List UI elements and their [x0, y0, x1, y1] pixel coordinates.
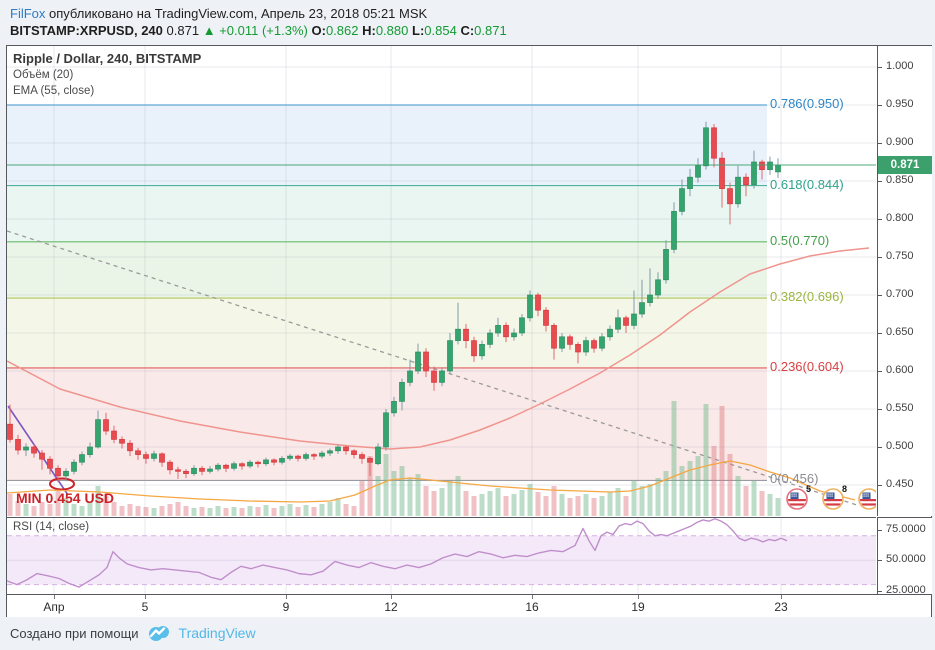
price-axis-tick	[878, 485, 882, 486]
rsi-axis-tick	[878, 590, 882, 592]
last-price-badge: 0.871	[878, 156, 932, 175]
last-price: 0.871	[166, 23, 200, 38]
time-axis-label: 23	[774, 600, 788, 614]
event-count: 8	[841, 484, 847, 494]
price-axis-tick	[878, 295, 882, 296]
rsi-legend: RSI (14, close)	[13, 521, 90, 533]
price-axis-label: 0.850	[886, 174, 914, 186]
publish-line: FilFox опубликовано на TradingView.com, …	[10, 5, 427, 22]
close-label: C:	[460, 23, 475, 38]
price-axis-tick	[878, 219, 882, 220]
price-axis-tick	[878, 447, 882, 448]
rsi-axis[interactable]: 75.0000 50.0000 25.0000	[877, 517, 932, 596]
economic-event-flag-icon[interactable]	[858, 488, 876, 510]
price-axis-tick	[878, 257, 882, 258]
price-axis-label: 0.950	[886, 98, 914, 110]
economic-event-flag-icon[interactable]: 5	[786, 484, 811, 510]
tradingview-link[interactable]: TradingView	[178, 625, 256, 641]
price-axis[interactable]: 1.000 0.950 0.900 0.850 0.800 0.750 0.700 0.650…	[877, 46, 932, 516]
rsi-axis-tick	[878, 560, 882, 562]
time-axis[interactable]: Апр 5 9 12 16 19 23	[7, 594, 931, 617]
fib-level-label: 0.5(0.770)	[770, 232, 830, 248]
rsi-chart	[7, 518, 876, 594]
price-axis-tick	[878, 371, 882, 372]
high-label: H:	[362, 23, 376, 38]
time-axis-tick	[638, 595, 639, 599]
rsi-axis-label: 50.0000	[886, 553, 926, 566]
rsi-axis-label: 25.0000	[886, 583, 926, 596]
time-axis-tick	[391, 595, 392, 599]
symbol-line: BITSTAMP:XRPUSD, 240 0.871 ▲ +0.011 (+1.…	[10, 22, 507, 39]
attribution-text: Создано при помощи	[10, 625, 139, 641]
symbol-title: BITSTAMP:XRPUSD, 240	[10, 23, 163, 38]
time-axis-label: 9	[282, 600, 290, 614]
time-axis-label: 16	[525, 600, 539, 614]
price-axis-label: 0.800	[886, 212, 914, 224]
price-change: +0.011 (+1.3%)	[219, 23, 308, 38]
time-axis-label: 19	[631, 600, 645, 614]
up-arrow-icon: ▲	[202, 23, 216, 38]
time-axis-label: 12	[384, 600, 398, 614]
rsi-axis-label: 75.0000	[886, 522, 926, 535]
fib-level-label: 0.786(0.950)	[770, 96, 844, 111]
price-axis-label: 0.550	[886, 402, 914, 414]
open-label: O:	[311, 23, 326, 38]
time-axis-label: 5	[141, 600, 149, 614]
fib-level-label: 0.236(0.604)	[770, 358, 844, 374]
time-axis-tick	[286, 595, 287, 599]
high-value: 0.880	[375, 23, 409, 38]
price-axis-label: 0.650	[886, 326, 914, 338]
fib-level-label: 0.382(0.696)	[770, 289, 844, 305]
price-axis-label: 0.450	[886, 478, 914, 490]
author-link[interactable]: FilFox	[10, 6, 46, 21]
time-axis-tick	[781, 595, 782, 599]
price-axis-label: 0.750	[886, 250, 914, 262]
event-count: 5	[805, 484, 811, 494]
volume-bars	[7, 401, 781, 516]
low-value: 0.854	[424, 23, 457, 38]
price-axis-tick	[878, 409, 882, 410]
low-label: L:	[412, 23, 425, 38]
candles	[7, 121, 781, 482]
price-axis-label: 0.900	[886, 136, 914, 148]
time-axis-tick	[532, 595, 533, 599]
time-axis-label: Апр	[43, 600, 65, 614]
price-axis-tick	[878, 181, 882, 182]
chart-panel: Ripple / Dollar, 240, BITSTAMP Объём (20…	[6, 45, 932, 617]
attribution-footer: Создано при помощи TradingView	[10, 618, 256, 648]
rsi-axis-tick	[878, 529, 882, 531]
rsi-pane[interactable]: RSI (14, close)	[7, 517, 876, 594]
price-axis-tick	[878, 333, 882, 334]
economic-event-flag-icon[interactable]: 8	[822, 484, 847, 510]
price-axis-tick	[878, 105, 882, 106]
publish-text: опубликовано на TradingView.com, Апрель …	[49, 6, 428, 21]
min-price-annotation: MIN 0.454 USD	[16, 490, 115, 506]
time-axis-tick	[54, 595, 55, 599]
price-axis-label: 0.700	[886, 288, 914, 300]
price-axis-tick	[878, 67, 882, 68]
price-axis-label: 0.500	[886, 440, 914, 452]
time-axis-tick	[145, 595, 146, 599]
fib-level-label: 0(0.456)	[770, 471, 819, 487]
price-pane[interactable]: Ripple / Dollar, 240, BITSTAMP Объём (20…	[7, 46, 876, 516]
close-value: 0.871	[474, 23, 507, 38]
price-axis-label: 1.000	[886, 60, 914, 72]
price-axis-tick	[878, 143, 882, 144]
price-axis-label: 0.600	[886, 364, 914, 376]
open-value: 0.862	[325, 23, 359, 38]
candlestick-chart	[7, 46, 876, 516]
tradingview-logo-icon	[148, 626, 169, 641]
fib-level-label: 0.618(0.844)	[770, 176, 844, 192]
